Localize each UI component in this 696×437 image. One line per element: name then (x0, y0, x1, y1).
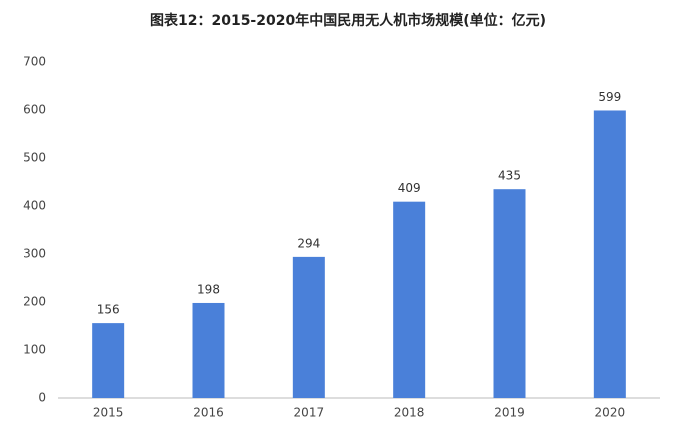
chart-title: 图表12：2015-2020年中国民用无人机市场规模(单位：亿元) (150, 12, 546, 29)
data-label: 294 (297, 236, 320, 250)
bar (192, 302, 225, 398)
y-tick-label: 600 (23, 103, 46, 117)
bar (393, 201, 426, 398)
y-tick-label: 0 (38, 391, 46, 405)
y-tick-label: 500 (23, 151, 46, 165)
data-label: 198 (197, 282, 220, 296)
y-tick-label: 100 (23, 343, 46, 357)
y-tick-label: 400 (23, 199, 46, 213)
data-label: 599 (598, 90, 621, 104)
bar (593, 110, 626, 398)
data-label: 409 (398, 181, 421, 195)
bar (92, 323, 125, 398)
data-label: 156 (97, 303, 120, 317)
x-tick-label: 2015 (93, 406, 124, 420)
bar (292, 256, 325, 398)
x-tick-label: 2019 (494, 406, 525, 420)
bar (493, 189, 526, 398)
x-tick-label: 2018 (394, 406, 425, 420)
y-tick-label: 700 (23, 55, 46, 69)
y-tick-label: 200 (23, 295, 46, 309)
x-tick-label: 2016 (193, 406, 224, 420)
data-label: 435 (498, 169, 521, 183)
x-tick-label: 2020 (595, 406, 626, 420)
y-tick-label: 300 (23, 247, 46, 261)
x-tick-label: 2017 (294, 406, 325, 420)
